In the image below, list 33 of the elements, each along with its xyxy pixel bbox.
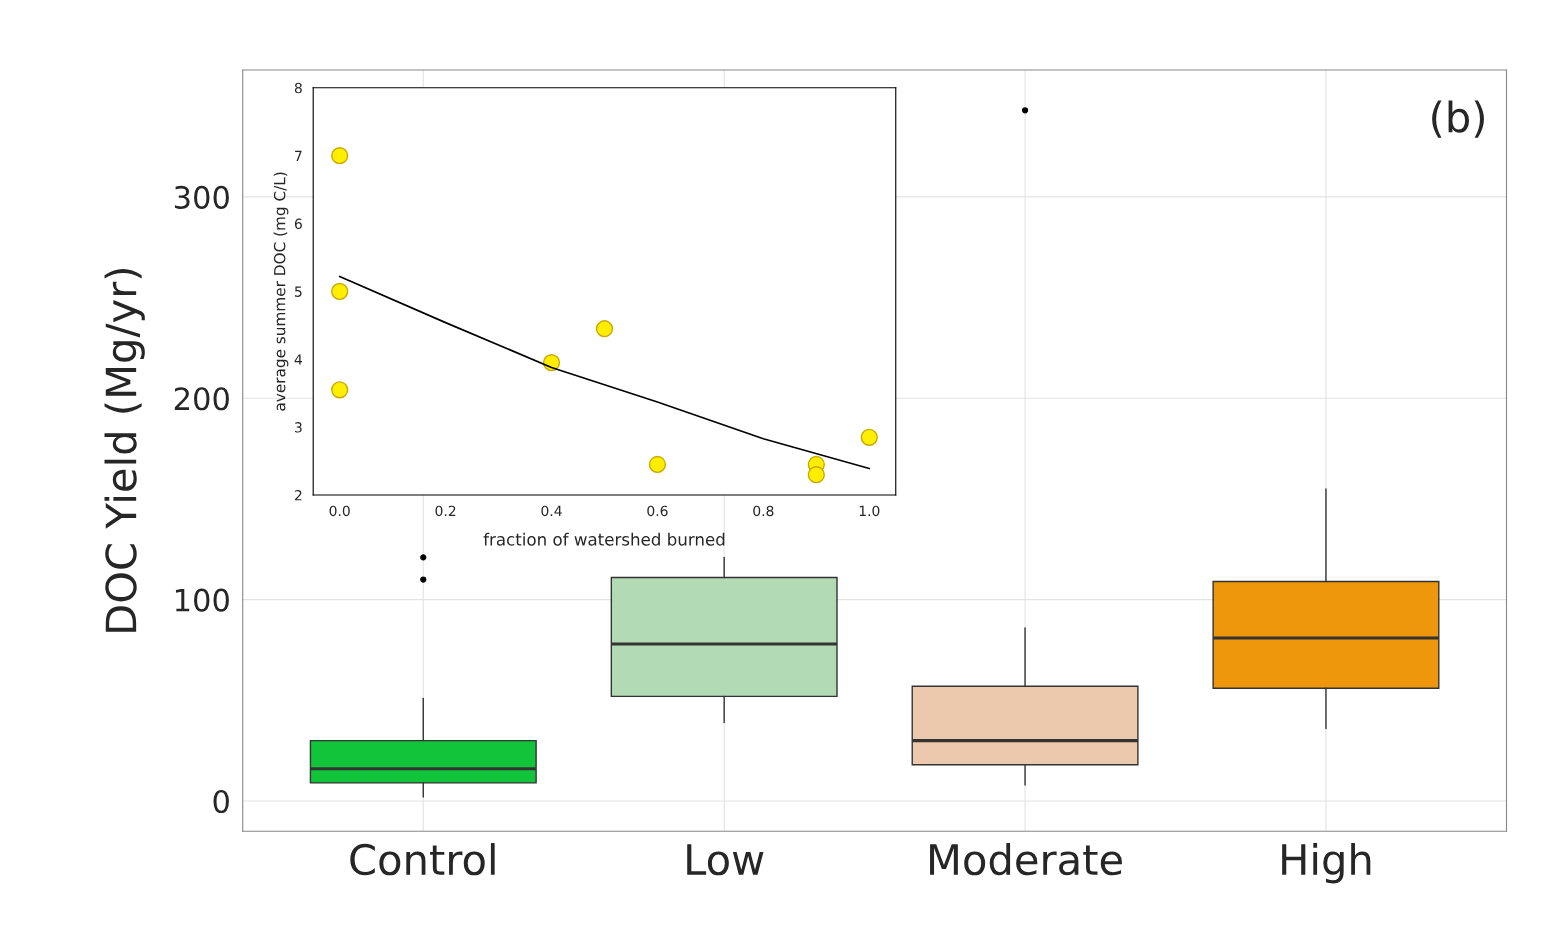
y-tick-label: 100 xyxy=(175,588,229,612)
x-tick-label: 1.0 xyxy=(859,505,880,517)
x-tick-label: Control xyxy=(350,843,495,876)
y-axis-title: average summer DOC (mg C/L) xyxy=(273,172,289,411)
y-tick-label: 300 xyxy=(174,185,229,209)
point xyxy=(331,147,349,165)
y-axis-title: DOC Yield (Mg/yr) xyxy=(104,269,145,632)
point xyxy=(595,320,614,338)
point xyxy=(860,428,878,446)
annotation: (b) xyxy=(1432,100,1484,138)
x-tick-label: 0.0 xyxy=(329,505,350,517)
y-tick-label: 0 xyxy=(213,789,229,814)
point xyxy=(807,466,825,484)
point xyxy=(648,455,667,474)
y-tick-label: 200 xyxy=(174,387,229,411)
y-tick-label: 5 xyxy=(295,286,302,297)
y-tick-label: 3 xyxy=(295,422,302,433)
x-tick-label: Moderate xyxy=(930,843,1122,876)
y-tick-label: 6 xyxy=(294,218,302,230)
point xyxy=(331,282,349,301)
y-tick-label: 4 xyxy=(294,354,302,365)
y-tick-label: 8 xyxy=(294,82,302,94)
x-tick-label: Low xyxy=(687,844,764,876)
x-tick-label: High xyxy=(1282,843,1371,884)
x-tick-label: 0.4 xyxy=(541,505,562,517)
point xyxy=(331,381,349,399)
x-tick-label: 0.2 xyxy=(435,505,456,517)
y-tick-label: 2 xyxy=(294,489,302,501)
x-tick-label: 0.8 xyxy=(753,505,774,517)
x-axis-title: fraction of watershed burned xyxy=(483,532,725,546)
x-tick-label: 0.6 xyxy=(647,505,668,517)
line-series xyxy=(338,275,871,470)
y-tick-label: 7 xyxy=(295,150,302,161)
